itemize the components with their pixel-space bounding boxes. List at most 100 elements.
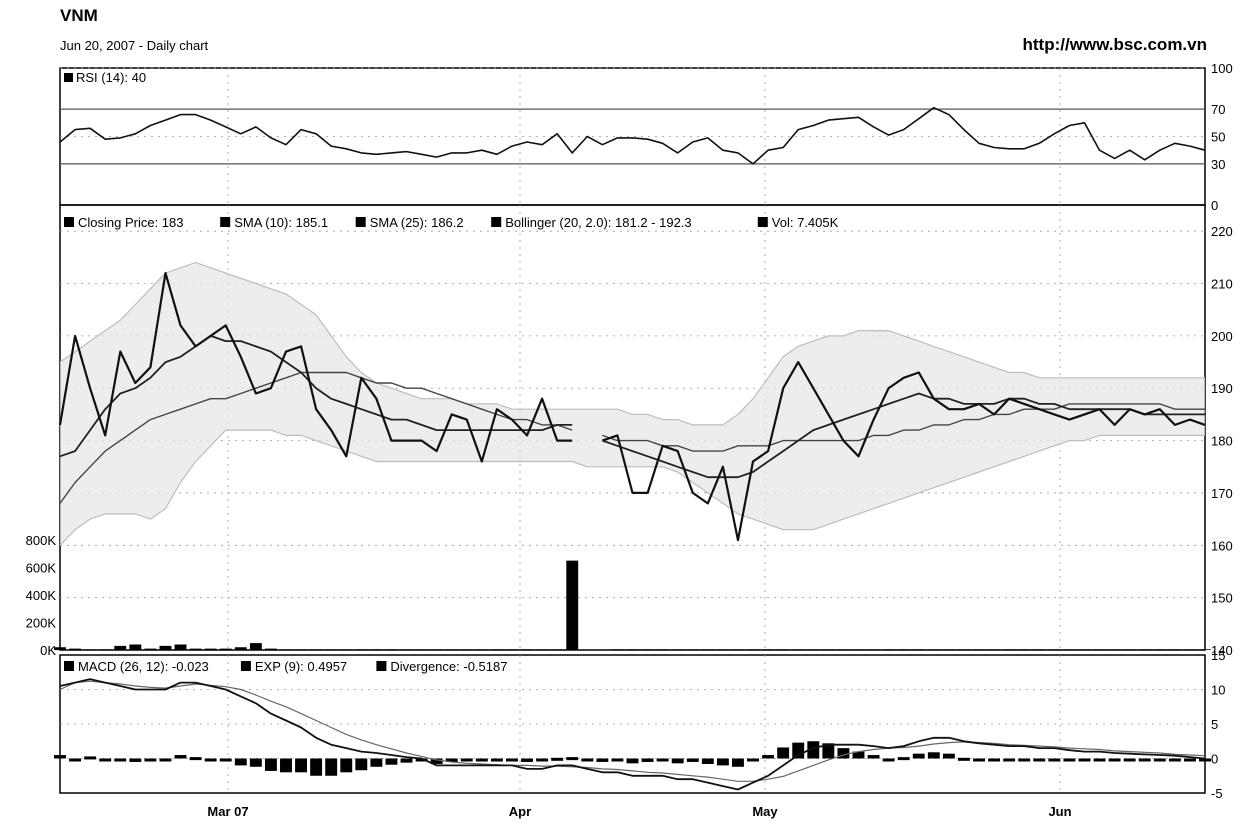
volume-bar [129, 644, 142, 650]
divergence-bar [1003, 758, 1016, 762]
volume-bar [430, 649, 443, 650]
divergence-bar [490, 758, 503, 762]
divergence-bar [1033, 758, 1046, 762]
price-y-tick-label: 140 [1211, 643, 1233, 658]
divergence-bar [596, 758, 609, 762]
divergence-bar [460, 758, 473, 762]
volume-bar [69, 648, 82, 650]
volume-bar [445, 649, 458, 650]
macd-legend-label-2: Divergence: -0.5187 [390, 659, 507, 674]
divergence-bar [144, 758, 157, 762]
divergence-bar [521, 758, 533, 762]
volume-bar [1138, 649, 1151, 650]
divergence-bar [54, 755, 66, 759]
x-tick-label-3: Jun [1048, 804, 1071, 819]
volume-bar [837, 649, 850, 650]
divergence-bar [656, 758, 669, 762]
macd-legend-swatch-0 [64, 661, 74, 671]
divergence-bar [716, 758, 729, 766]
volume-bar [686, 649, 699, 650]
divergence-bar [1063, 758, 1076, 762]
divergence-bar [295, 758, 308, 773]
macd-line [59, 678, 1206, 791]
volume-bar [747, 649, 759, 650]
x-tick-label-1: Apr [509, 804, 531, 819]
divergence-bar [234, 758, 247, 766]
divergence-bar [400, 758, 413, 763]
divergence-bar [611, 758, 624, 762]
volume-bar [506, 649, 518, 650]
rsi-y-tick-label: 100 [1211, 61, 1233, 76]
divergence-bar [385, 758, 398, 765]
rsi-legend-swatch [64, 73, 73, 82]
volume-bar [1018, 649, 1031, 650]
price-legend-label-4: Vol: 7.405K [772, 215, 839, 230]
price-y-tick-label: 200 [1211, 329, 1233, 344]
divergence-bar [973, 758, 985, 762]
volume-bar [671, 649, 684, 650]
divergence-bar [1078, 758, 1091, 762]
chart-symbol: VNM [60, 6, 98, 25]
volume-bar [325, 649, 338, 650]
volume-bar [521, 649, 533, 650]
volume-bar [867, 649, 880, 650]
volume-bar [114, 645, 127, 650]
divergence-bar [475, 758, 488, 762]
volume-bar [1168, 649, 1181, 650]
volume-bar [897, 649, 910, 650]
divergence-bar [536, 758, 549, 762]
divergence-bar [686, 758, 699, 762]
divergence-bar [701, 758, 714, 765]
volume-y-tick-label: 0K [40, 643, 56, 658]
divergence-bar [99, 758, 112, 762]
volume-bar [626, 649, 639, 650]
divergence-bar [174, 755, 187, 759]
price-y-tick-label: 210 [1211, 277, 1233, 292]
volume-bar [99, 649, 112, 650]
divergence-bar [957, 757, 970, 761]
volume-bar [1093, 649, 1106, 650]
divergence-bar [897, 757, 910, 761]
divergence-bar [506, 758, 518, 762]
divergence-bar [445, 758, 458, 762]
divergence-bar [69, 758, 82, 762]
divergence-bar [84, 756, 97, 760]
volume-bar [551, 649, 564, 650]
volume-bar [159, 645, 172, 650]
volume-bar [219, 648, 232, 650]
volume-bar [942, 649, 955, 650]
divergence-bar [1093, 758, 1106, 762]
divergence-bar [852, 751, 865, 759]
volume-bar [1183, 649, 1196, 650]
price-y-tick-label: 150 [1211, 591, 1233, 606]
divergence-bar [1168, 758, 1181, 762]
divergence-bar [204, 758, 217, 762]
divergence-bar [325, 758, 338, 776]
divergence-bar [882, 758, 895, 762]
divergence-bar [581, 758, 594, 762]
divergence-bar [189, 757, 202, 761]
rsi-y-tick-label: 70 [1211, 102, 1225, 117]
volume-bar [927, 649, 940, 650]
divergence-bar [1138, 758, 1151, 762]
divergence-bar [1183, 758, 1196, 762]
divergence-bar [777, 747, 790, 759]
divergence-bar [370, 758, 383, 767]
rsi-y-tick-label: 30 [1211, 157, 1225, 172]
volume-bar [611, 649, 624, 650]
volume-bar [777, 649, 790, 650]
divergence-bar [671, 758, 684, 764]
volume-bar [1048, 649, 1061, 650]
volume-bar [807, 649, 820, 650]
volume-bar [792, 649, 805, 650]
volume-bar [1153, 649, 1166, 650]
price-y-tick-label: 190 [1211, 381, 1233, 396]
chart-subtitle: Jun 20, 2007 - Daily chart [60, 38, 209, 53]
macd-legend-label-1: EXP (9): 0.4957 [255, 659, 347, 674]
volume-bar [385, 649, 398, 650]
divergence-bar [626, 758, 639, 764]
x-tick-label-0: Mar 07 [207, 804, 248, 819]
macd-y-tick-label: 15 [1211, 648, 1225, 663]
volume-y-tick-label: 400K [26, 588, 57, 603]
